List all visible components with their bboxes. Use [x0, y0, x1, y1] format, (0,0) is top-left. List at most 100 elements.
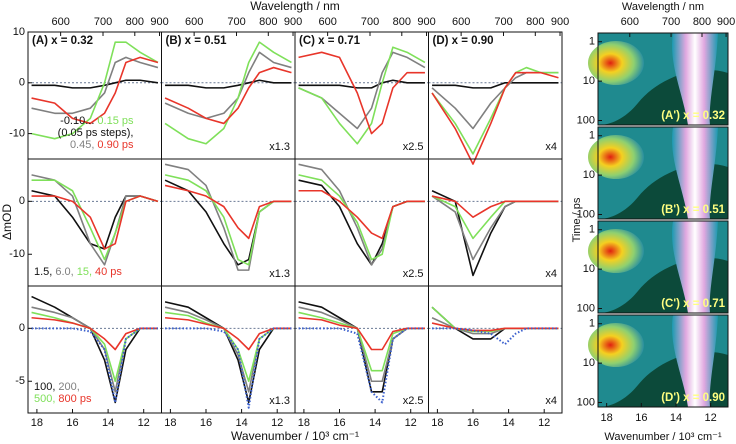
x2-tick-label: 600 — [185, 16, 203, 28]
legend-entry: 100, — [34, 381, 55, 393]
x-tick-label: 12 — [138, 417, 150, 429]
y-tick-label: 100 — [577, 302, 595, 314]
panel-title: (A) x = 0.32 — [32, 35, 93, 47]
x-title: Wavenumber / 10³ cm⁻¹ — [231, 429, 359, 443]
scale-label: x1.3 — [269, 395, 290, 407]
heatmap-label: (C') x = 0.71 — [661, 298, 725, 310]
series-line — [31, 195, 159, 250]
legend-entry: -0.10... — [60, 115, 94, 127]
x-tick-label: 16 — [200, 417, 212, 429]
series-line — [31, 41, 159, 140]
legend-line: 100, 200, — [34, 381, 80, 393]
y-tick-label: 100 — [577, 114, 595, 126]
x2-tick-label: 700 — [662, 16, 680, 28]
heatmap-image — [588, 33, 728, 407]
scale-label: x1.3 — [269, 268, 290, 280]
x-tick-label: 12 — [705, 412, 717, 424]
legend-entry: 1.5, — [34, 266, 52, 278]
scale-label: x1.3 — [269, 141, 290, 153]
x2-tick-label: 700 — [494, 16, 512, 28]
y-tick-label: 10 — [583, 75, 595, 87]
series-line — [431, 71, 559, 165]
scale-label: x4 — [545, 141, 557, 153]
x-tick-label: 14 — [670, 412, 682, 424]
x-tick-label: 16 — [66, 417, 78, 429]
legend-line: 1.5, 6.0, 15, 40 ps — [34, 266, 122, 278]
series-line — [298, 316, 425, 351]
series-line — [31, 327, 158, 404]
x-tick-label: 16 — [635, 412, 647, 424]
x2-tick-label: 600 — [51, 16, 69, 28]
series-line — [431, 195, 559, 219]
legend-entry: 500, — [34, 393, 55, 405]
heatmap-y-title: Time / ps — [571, 197, 583, 242]
y-tick-label: 10 — [583, 263, 595, 275]
series-line — [31, 174, 159, 266]
series-line — [164, 301, 292, 404]
legend-entry: 15, — [77, 266, 92, 278]
y-tick-label: -10 — [9, 128, 25, 140]
legend-line: -0.10... 0.15 ps — [60, 115, 134, 127]
series-line — [164, 179, 292, 266]
panel-frame — [428, 285, 563, 414]
heatmap-label: (D') x = 0.90 — [661, 392, 725, 404]
series-line — [31, 79, 159, 89]
x-tick-label: 18 — [31, 417, 43, 429]
y-tick-label: 0 — [19, 322, 25, 334]
legend-entry: 40 ps — [95, 266, 122, 278]
y-tick-label: -5 — [15, 375, 25, 387]
series-line — [31, 56, 159, 115]
series-line — [298, 174, 425, 261]
legend-entry: 800 ps — [58, 393, 92, 405]
series-line — [31, 311, 158, 383]
x-tick-label: 18 — [431, 417, 443, 429]
series-line — [164, 174, 292, 266]
x2-tick-label: 900 — [150, 16, 168, 28]
x2-tick-label: 600 — [318, 16, 336, 28]
panel-frame — [428, 31, 563, 160]
y-tick-label: 1 — [589, 318, 595, 330]
legend-entry: 0.45, — [70, 139, 94, 151]
x2-tick-label: 900 — [284, 16, 302, 28]
x2-tick-label: 600 — [621, 16, 639, 28]
legend-entry: 0.15 ps — [97, 115, 134, 127]
panel-title: (D) x = 0.90 — [433, 35, 494, 47]
series-line — [298, 327, 425, 404]
x2-tick-label: 900 — [551, 16, 569, 28]
legend-line: 500, 800 ps — [34, 393, 92, 405]
series-line — [298, 189, 425, 240]
x-tick-label: 18 — [298, 417, 310, 429]
panel-frame — [27, 31, 162, 160]
legend-line: 0.45, 0.90 ps — [70, 139, 134, 151]
legend-entry: 200, — [58, 381, 79, 393]
heatmap-x-title: Wavenumber / 10³ cm⁻¹ — [604, 431, 722, 443]
x2-tick-label: 800 — [393, 16, 411, 28]
series-line — [431, 306, 559, 340]
series-line — [164, 66, 292, 125]
x2-tick-label: 900 — [417, 16, 435, 28]
heatmap-frame — [597, 220, 729, 314]
series-line — [298, 51, 425, 135]
series-line — [432, 82, 559, 89]
x2-tick-label: 600 — [452, 16, 470, 28]
series-line — [164, 41, 292, 145]
series-line — [165, 79, 292, 89]
series-line — [298, 306, 425, 383]
y-tick-label: 100 — [577, 208, 595, 220]
heatmap-frame — [597, 126, 729, 220]
heatmap-label: (B') x = 0.51 — [661, 204, 725, 216]
y-tick-label: 1 — [589, 224, 595, 236]
x-tick-label: 14 — [502, 417, 514, 429]
series-line — [31, 56, 159, 125]
heatmap-label: (A') x = 0.32 — [661, 110, 725, 122]
x-tick-label: 12 — [271, 417, 283, 429]
scale-label: x2.5 — [403, 141, 424, 153]
scale-label: x2.5 — [403, 268, 424, 280]
x2-tick-label: 800 — [126, 16, 144, 28]
x2-tick-label: 800 — [526, 16, 544, 28]
panel-title: (B) x = 0.51 — [166, 35, 228, 47]
series-line — [431, 71, 559, 130]
x2-tick-label: 800 — [259, 16, 277, 28]
y-tick-label: 0 — [19, 195, 25, 207]
